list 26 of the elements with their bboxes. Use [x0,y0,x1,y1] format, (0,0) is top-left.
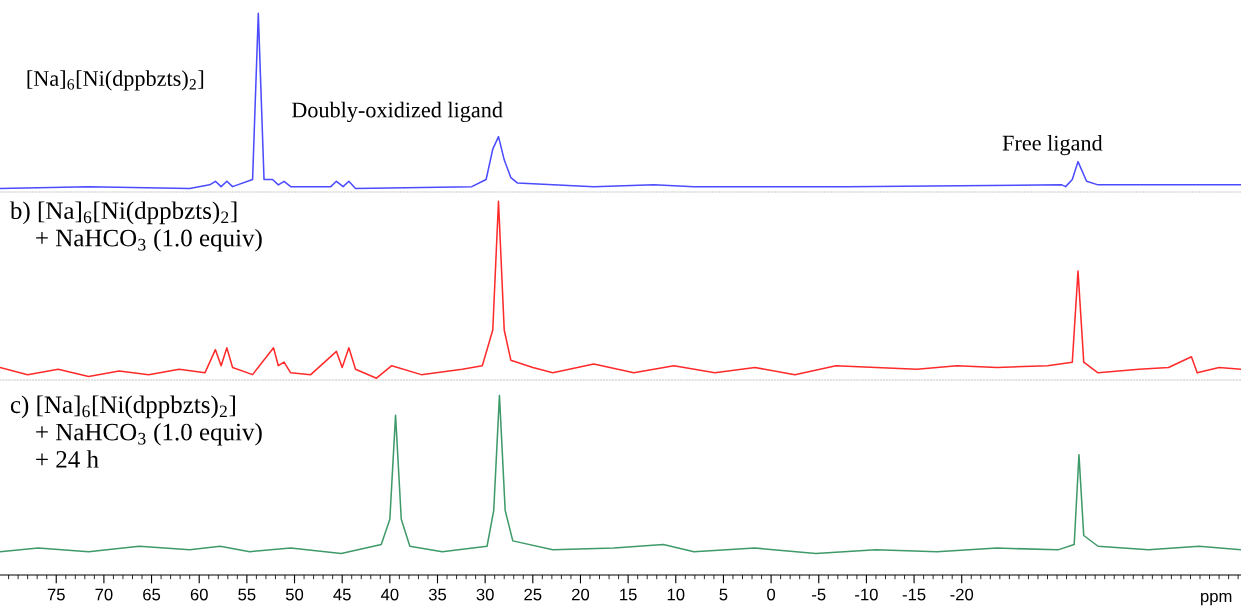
x-tick-label: 65 [143,588,161,601]
x-tick-label: 25 [524,588,542,601]
x-tick-label: 45 [333,588,351,601]
x-tick-label: 0 [767,588,776,601]
text: b) [Na]$_{6}$[Ni(dppbzts)$_{2}$] + NaHCO$_{3}$ (1.0 equiv) [9,201,262,252]
annotation: [Na]$_{6}$[Ni(dppbzts)$_{2}$] [27,70,204,91]
x-tick-label: 40 [380,588,399,601]
text: c) [Na]$_{6}$[Ni(dppbzts)$_{2}$] + NaHCO$_{3}$ (1.0 equiv) + 24 h [10,395,262,468]
x-tick-label: -10 [855,588,878,601]
x-axis-title: ppm [1201,592,1232,606]
annotation: Doubly-oxidized ligand [291,101,503,123]
x-tick-label: 30 [476,588,494,601]
x-tick-label: -5 [812,588,826,601]
x-tick-label: 55 [238,588,256,601]
x-tick-label: -20 [950,588,974,601]
x-tick-label: 60 [190,588,208,601]
x-tick-label: 75 [47,588,65,601]
x-tick-label: 35 [428,588,447,601]
annotation: Free ligand [1002,134,1103,156]
x-tick-label: 70 [95,588,113,601]
x-tick-label: 20 [572,588,590,601]
x-tick-label: 5 [719,588,728,601]
x-tick-label: 10 [667,588,685,601]
x-tick-label: -15 [902,588,926,601]
x-tick-label: 50 [285,588,304,601]
x-tick-label: 15 [620,588,637,601]
